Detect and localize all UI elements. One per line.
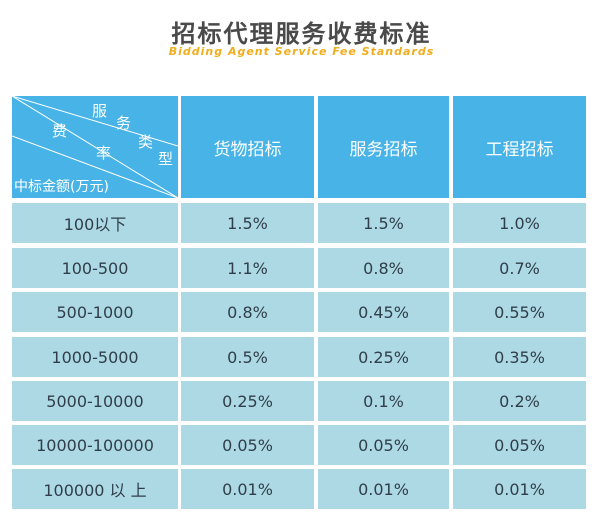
row-goods-1: 1.5% bbox=[181, 203, 314, 243]
row-service-4: 0.25% bbox=[318, 337, 449, 377]
row-goods-4: 0.5% bbox=[181, 337, 314, 377]
corner-service-char-3: 类 bbox=[138, 133, 154, 151]
row-engineering-3: 0.55% bbox=[453, 292, 586, 332]
row-engineering-2: 0.7% bbox=[453, 248, 586, 288]
row-range-6: 10000-100000 bbox=[12, 425, 178, 465]
page-subtitle: Bidding Agent Service Fee Standards bbox=[168, 45, 435, 58]
row-engineering-1: 1.0% bbox=[453, 203, 586, 243]
column-header-goods: 货物招标 bbox=[181, 96, 314, 198]
corner-service-char-4: 型 bbox=[158, 150, 174, 168]
column-header-service: 服务招标 bbox=[318, 96, 449, 198]
corner-service-char-2: 务 bbox=[116, 114, 132, 132]
corner-fee-char-2: 率 bbox=[96, 144, 112, 162]
row-engineering-4: 0.35% bbox=[453, 337, 586, 377]
row-range-5: 5000-10000 bbox=[12, 381, 178, 421]
diagonal-lines bbox=[12, 96, 178, 198]
row-service-6: 0.05% bbox=[318, 425, 449, 465]
row-service-1: 1.5% bbox=[318, 203, 449, 243]
row-service-3: 0.45% bbox=[318, 292, 449, 332]
row-service-2: 0.8% bbox=[318, 248, 449, 288]
corner-fee-char-1: 费 bbox=[52, 122, 68, 140]
row-goods-3: 0.8% bbox=[181, 292, 314, 332]
row-engineering-5: 0.2% bbox=[453, 381, 586, 421]
corner-amount-label: 中标金额(万元) bbox=[14, 179, 109, 195]
row-goods-6: 0.05% bbox=[181, 425, 314, 465]
column-header-engineering: 工程招标 bbox=[453, 96, 586, 198]
row-service-5: 0.1% bbox=[318, 381, 449, 421]
row-goods-7: 0.01% bbox=[181, 469, 314, 509]
row-engineering-6: 0.05% bbox=[453, 425, 586, 465]
row-goods-5: 0.25% bbox=[181, 381, 314, 421]
row-range-7: 100000 以 上 bbox=[12, 469, 178, 509]
corner-service-char-1: 服 bbox=[92, 102, 108, 120]
page-title: 招标代理服务收费标准 bbox=[171, 20, 432, 48]
row-engineering-7: 0.01% bbox=[453, 469, 586, 509]
row-goods-2: 1.1% bbox=[181, 248, 314, 288]
row-range-4: 1000-5000 bbox=[12, 337, 178, 377]
row-range-2: 100-500 bbox=[12, 248, 178, 288]
corner-header-cell: 服 务 类 型 费 率 中标金额(万元) bbox=[12, 96, 178, 198]
row-service-7: 0.01% bbox=[318, 469, 449, 509]
row-range-3: 500-1000 bbox=[12, 292, 178, 332]
row-range-1: 100以下 bbox=[12, 203, 178, 243]
